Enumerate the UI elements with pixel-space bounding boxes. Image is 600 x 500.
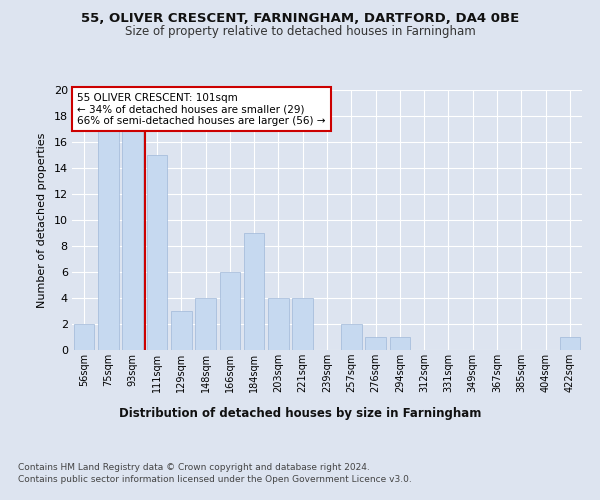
Bar (171, 311, 191, 350)
Text: 55, OLIVER CRESCENT, FARNINGHAM, DARTFORD, DA4 0BE: 55, OLIVER CRESCENT, FARNINGHAM, DARTFOR… (81, 12, 519, 26)
Text: Contains HM Land Registry data © Crown copyright and database right 2024.: Contains HM Land Registry data © Crown c… (18, 462, 370, 471)
Bar (268, 298, 289, 350)
Text: Size of property relative to detached houses in Farningham: Size of property relative to detached ho… (125, 25, 475, 38)
Bar (560, 337, 580, 350)
Bar (220, 272, 240, 350)
Bar (341, 324, 362, 350)
Bar (244, 233, 265, 350)
Text: 55 OLIVER CRESCENT: 101sqm
← 34% of detached houses are smaller (29)
66% of semi: 55 OLIVER CRESCENT: 101sqm ← 34% of deta… (77, 92, 326, 126)
Bar (74, 324, 94, 350)
Bar (146, 155, 167, 350)
Bar (195, 298, 216, 350)
Bar (98, 116, 119, 350)
Text: Contains public sector information licensed under the Open Government Licence v3: Contains public sector information licen… (18, 475, 412, 484)
Bar (365, 337, 386, 350)
Bar (389, 337, 410, 350)
Text: Distribution of detached houses by size in Farningham: Distribution of detached houses by size … (119, 408, 481, 420)
Bar (292, 298, 313, 350)
Bar (122, 116, 143, 350)
Y-axis label: Number of detached properties: Number of detached properties (37, 132, 47, 308)
